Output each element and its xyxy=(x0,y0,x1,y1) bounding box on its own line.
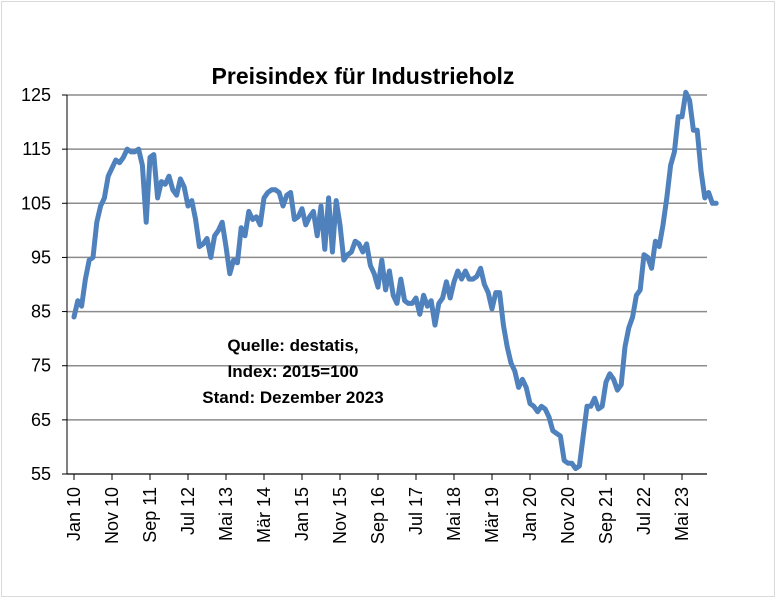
y-tick-label: 125 xyxy=(21,85,51,105)
y-tick-label: 55 xyxy=(31,464,51,484)
x-tick-label: Mär 14 xyxy=(254,487,274,543)
y-tick-labels: 55 65 75 85 95 105 115 125 xyxy=(21,85,51,484)
x-tick-label: Jan 10 xyxy=(64,487,84,541)
x-tick-label: Mär 19 xyxy=(482,487,502,543)
x-tick-label: Mai 23 xyxy=(672,487,692,541)
y-tick-label: 65 xyxy=(31,410,51,430)
y-tick-label: 85 xyxy=(31,302,51,322)
chart-title: Preisindex für Industrieholz xyxy=(212,63,515,89)
series-layer xyxy=(71,89,719,472)
chart-frame xyxy=(1,1,775,597)
x-tick-label: Jul 12 xyxy=(178,487,198,535)
x-tick-labels: Jan 10 Nov 10 Sep 11 Jul 12 Mai 13 Mär 14 Jan … xyxy=(64,487,692,544)
annotation-line-1: Quelle: destatis, xyxy=(227,336,358,355)
source-annotation: Quelle: destatis, Index: 2015=100 Stand:… xyxy=(202,336,383,407)
x-tick-label: Mai 18 xyxy=(444,487,464,541)
y-tick-label: 105 xyxy=(21,193,51,213)
x-tick-label: Nov 15 xyxy=(330,487,350,544)
x-tick-label: Nov 10 xyxy=(102,487,122,544)
x-tick-label: Jan 20 xyxy=(520,487,540,541)
x-tick-label: Sep 16 xyxy=(368,487,388,544)
x-tick-label: Sep 21 xyxy=(596,487,616,544)
series-line-0 xyxy=(71,89,719,472)
annotation-line-3: Stand: Dezember 2023 xyxy=(202,388,383,407)
x-tick-label: Sep 11 xyxy=(140,487,160,543)
y-tick-label: 75 xyxy=(31,356,51,376)
x-tick-label: Jul 22 xyxy=(634,487,654,535)
x-tick-label: Mai 13 xyxy=(216,487,236,541)
x-tick-label: Jul 17 xyxy=(406,487,426,535)
x-tick-label: Jan 15 xyxy=(292,487,312,541)
y-tick-label: 115 xyxy=(22,139,51,159)
annotation-line-2: Index: 2015=100 xyxy=(228,362,359,381)
y-tick-label: 95 xyxy=(31,247,51,267)
axes xyxy=(62,94,707,480)
x-tick-label: Nov 20 xyxy=(558,487,578,544)
